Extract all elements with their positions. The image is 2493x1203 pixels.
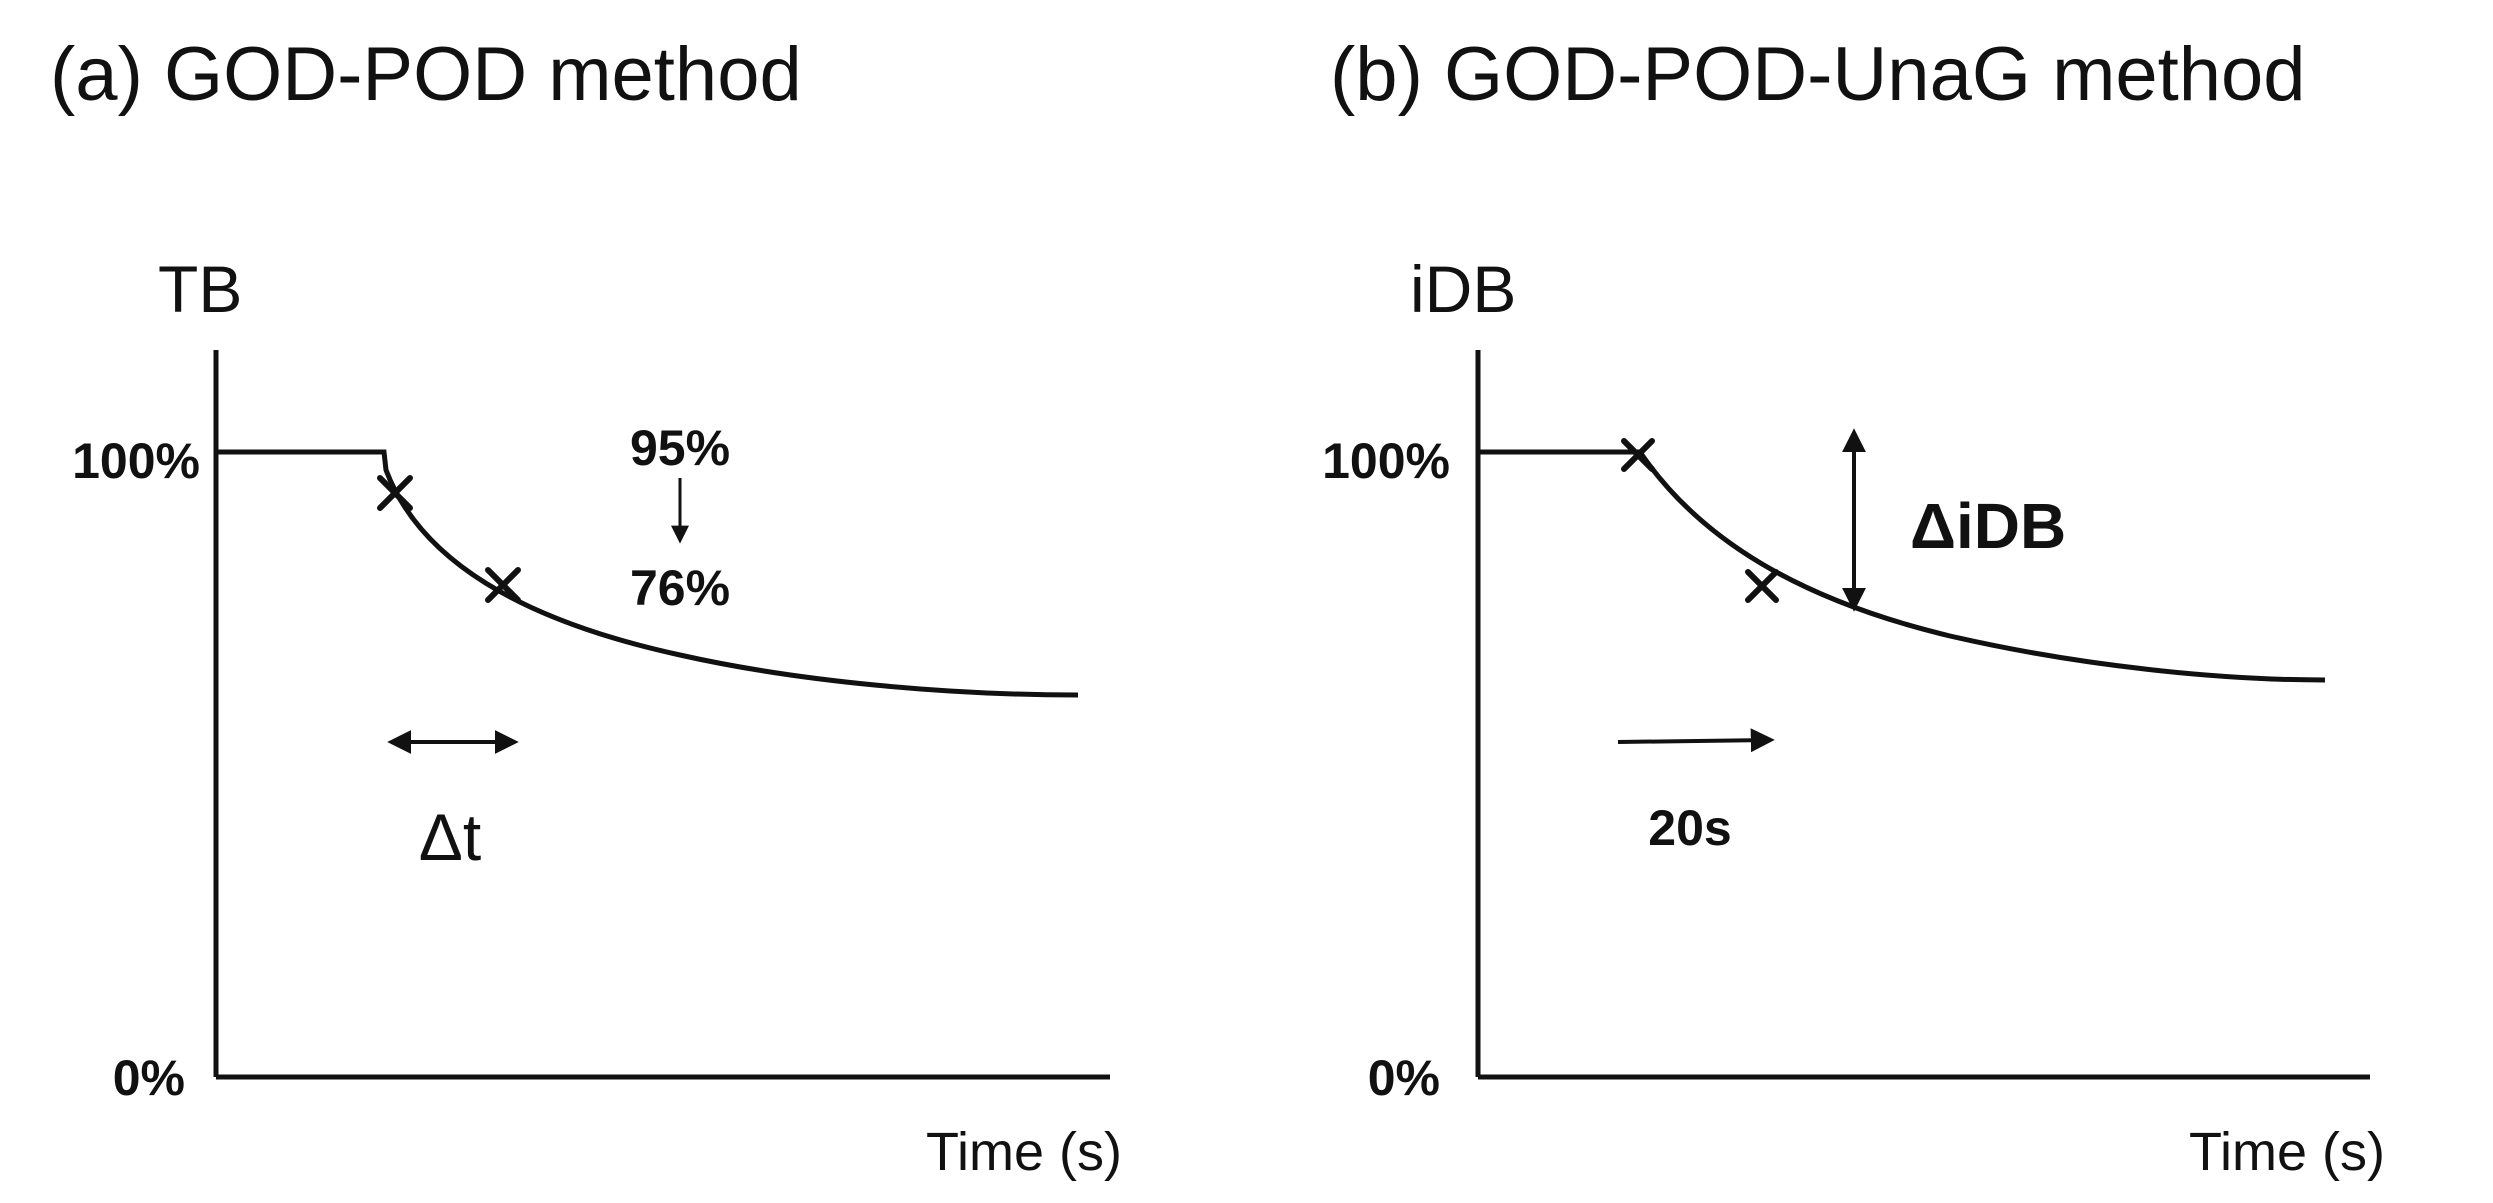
panel-a-tick-100: 100% — [72, 433, 200, 489]
panel-b-marker-start — [1621, 438, 1655, 472]
panel-a-marker-95 — [377, 475, 413, 511]
panel-a: (a) GOD-POD method TB 100% 0% 95% 76% Δt… — [50, 32, 1122, 1182]
panel-b-tick-0: 0% — [1368, 1050, 1440, 1106]
panel-b-marker-20s — [1745, 569, 1779, 603]
panel-a-annotation-to: 76% — [630, 560, 730, 616]
panel-b-tick-100: 100% — [1322, 433, 1450, 489]
panel-a-tick-0: 0% — [113, 1050, 185, 1106]
panel-a-marker-76 — [485, 567, 521, 603]
panel-b-curve — [1478, 449, 2326, 683]
panel-a-x-axis-label: Time (s) — [926, 1122, 1122, 1182]
panel-a-title: (a) GOD-POD method — [50, 32, 802, 117]
panel-b-x-axis-label: Time (s) — [2189, 1122, 2385, 1182]
panel-a-annotation-from: 95% — [630, 420, 730, 476]
panel-b-interval-arrow — [1617, 728, 1775, 753]
panel-b-delta-idb-label: ΔiDB — [1910, 490, 2066, 562]
panel-b-title: (b) GOD-POD-UnaG method — [1330, 32, 2306, 117]
panel-b-y-axis-label: iDB — [1410, 252, 1516, 326]
panel-a-curve — [216, 449, 1079, 698]
panel-a-delta-t-label: Δt — [419, 800, 481, 874]
panel-b-interval-label: 20s — [1648, 800, 1731, 856]
panel-b: (b) GOD-POD-UnaG method iDB 100% 0% ΔiDB… — [1322, 32, 2385, 1182]
panel-a-y-axis-label: TB — [158, 252, 242, 326]
